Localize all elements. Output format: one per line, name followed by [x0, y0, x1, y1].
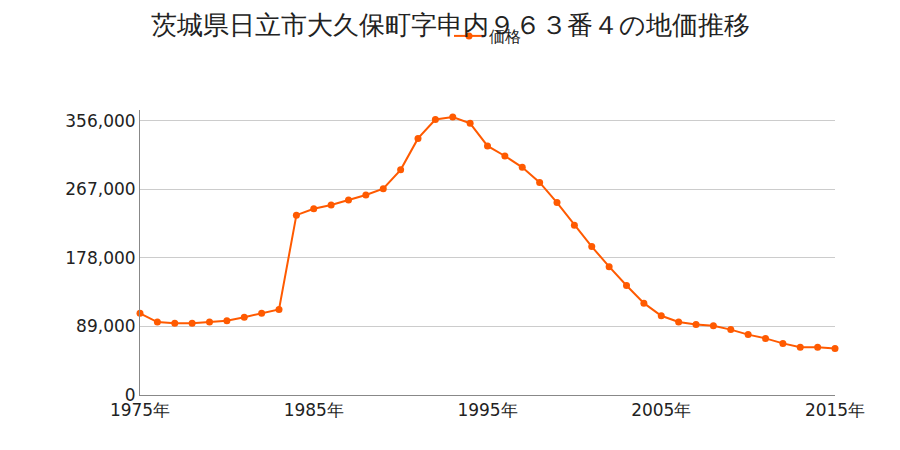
svg-text:178,000: 178,000: [65, 248, 135, 268]
svg-text:2015年: 2015年: [805, 400, 865, 420]
svg-text:356,000: 356,000: [65, 111, 135, 131]
svg-text:267,000: 267,000: [65, 179, 135, 199]
svg-text:茨城県日立市大久保町字申内９６３番４の地価推移: 茨城県日立市大久保町字申内９６３番４の地価推移: [151, 10, 750, 40]
svg-text:1985年: 1985年: [284, 400, 344, 420]
svg-text:0: 0: [125, 385, 136, 405]
svg-text:1975年: 1975年: [110, 400, 170, 420]
svg-text:価格: 価格: [489, 27, 521, 46]
svg-text:2005年: 2005年: [631, 400, 691, 420]
svg-text:1995年: 1995年: [457, 400, 517, 420]
svg-text:89,000: 89,000: [76, 316, 135, 336]
